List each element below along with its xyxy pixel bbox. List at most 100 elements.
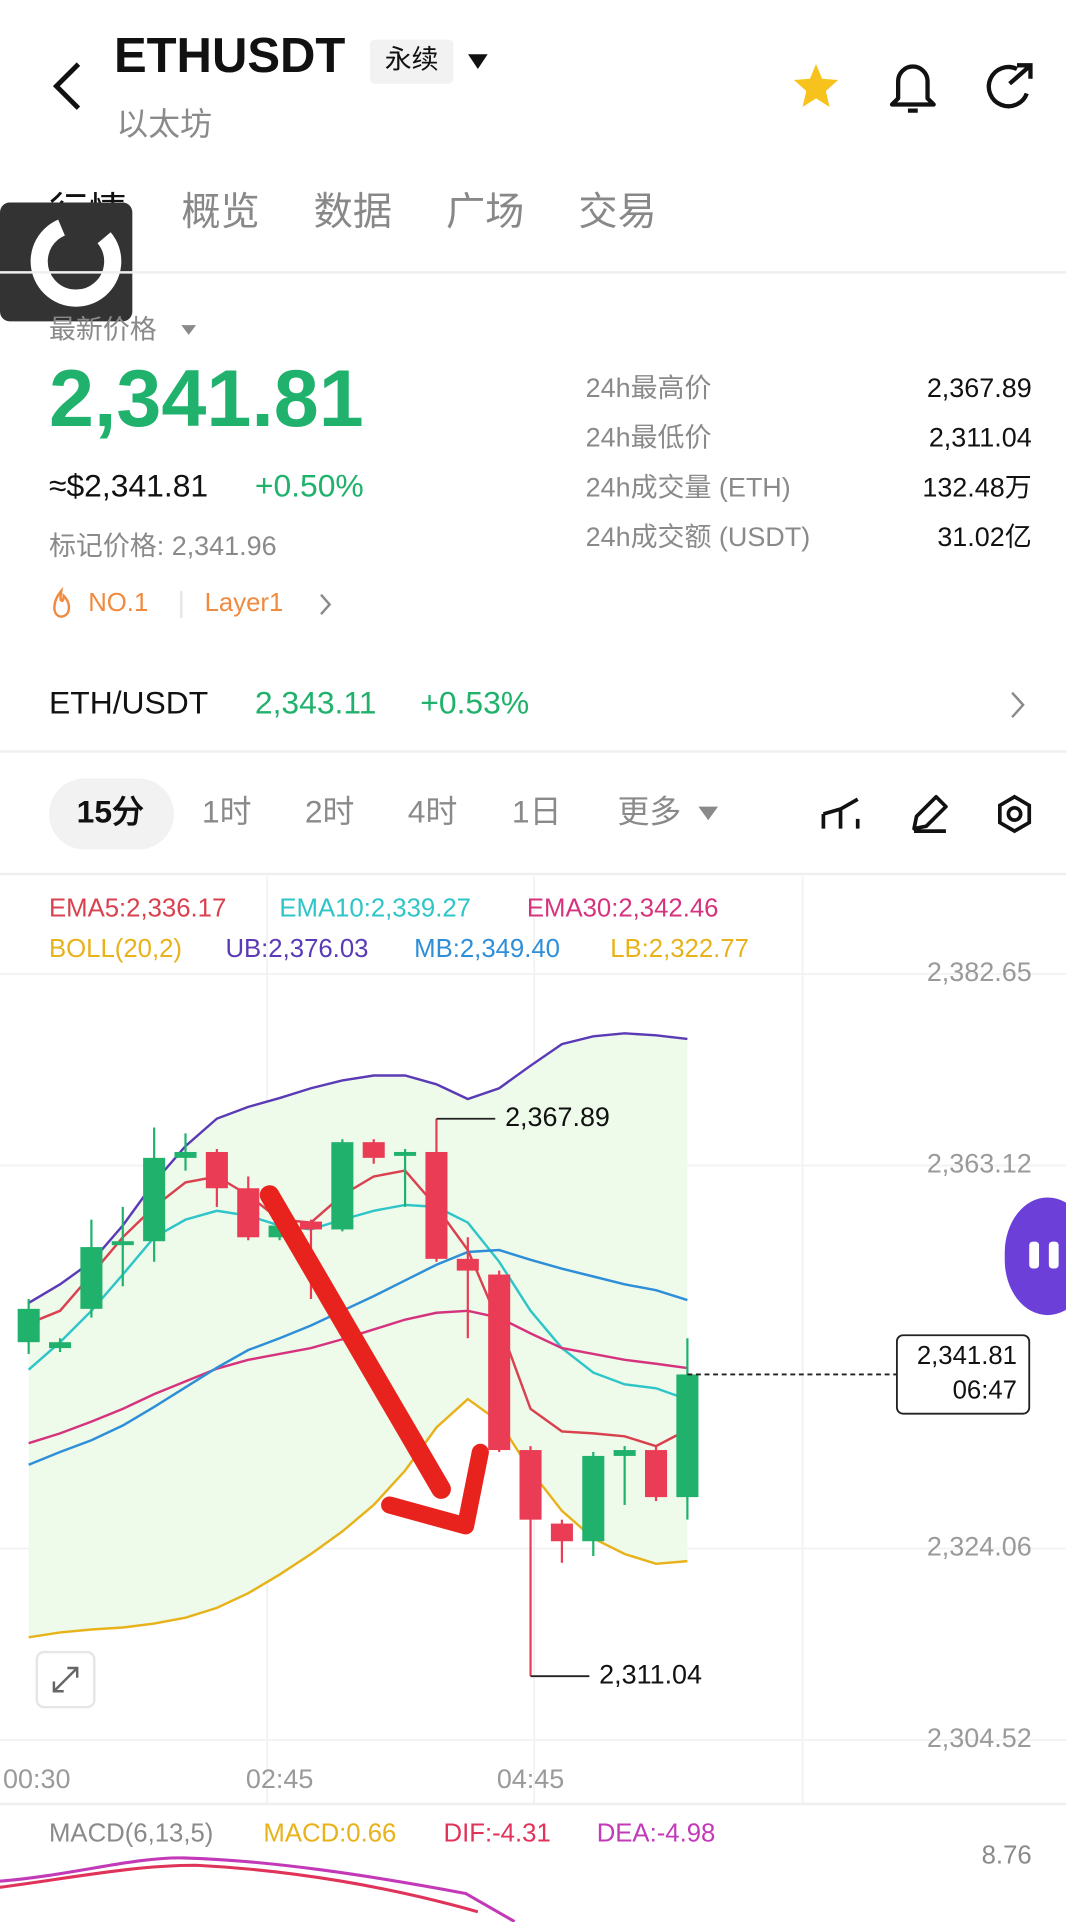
macd-title: MACD(6,13,5) — [49, 1819, 213, 1847]
interval-active[interactable] — [49, 778, 174, 850]
y-tick-label: 2,382.65 — [927, 957, 1032, 987]
candle-body — [519, 1450, 542, 1520]
y-tick-label: 2,304.52 — [927, 1723, 1032, 1753]
legend-entry: BOLL(20,2) — [49, 935, 182, 963]
candle-body — [425, 1151, 448, 1259]
interval[interactable]: 2时 — [305, 793, 355, 829]
hot-icon — [53, 586, 71, 618]
mark-price: 标记价格: 2,341.96 — [49, 531, 277, 561]
draw-button[interactable] — [912, 794, 948, 833]
tab[interactable]: 广场 — [446, 191, 524, 234]
dea-value: DEA:-4.98 — [597, 1819, 716, 1847]
macd-value: MACD:0.66 — [263, 1819, 396, 1847]
legend-entry: EMA30:2,342.46 — [527, 894, 719, 922]
dropdown-icon[interactable] — [468, 54, 488, 69]
candle-body — [488, 1274, 511, 1451]
candle-body — [17, 1308, 40, 1343]
floating-icon — [1048, 1241, 1059, 1269]
symbol: ETHUSDT — [114, 29, 345, 83]
indicator-line — [28, 1248, 688, 1466]
contract-type: 永续 — [385, 45, 439, 75]
tab[interactable]: 数据 — [314, 191, 392, 234]
current-price-label: 2,341.81 — [917, 1342, 1017, 1370]
y-tick-label: 2,363.12 — [927, 1149, 1032, 1179]
tab[interactable]: 概览 — [181, 191, 259, 234]
dropdown-icon[interactable] — [698, 806, 719, 821]
stat-label: 24h成交量 (ETH) — [586, 472, 791, 502]
dif-value: DIF:-4.31 — [444, 1819, 551, 1847]
tab[interactable]: 交易 — [578, 191, 656, 234]
price-label: 最新价格 — [49, 314, 157, 344]
y-tick-label: 2,324.06 — [927, 1532, 1032, 1562]
alert-bell[interactable] — [889, 64, 936, 113]
chevron[interactable] — [320, 593, 332, 616]
candle-body — [394, 1151, 417, 1156]
back-button[interactable] — [52, 62, 81, 110]
stat-value: 132.48万 — [922, 472, 1031, 502]
candle-body — [362, 1142, 385, 1158]
rank-tag[interactable]: NO.1 — [88, 589, 148, 617]
indicator-button[interactable] — [821, 797, 860, 829]
interval[interactable]: 1日 — [512, 793, 562, 829]
spot-price: 2,343.11 — [255, 684, 377, 720]
candle-body — [456, 1258, 479, 1271]
candle-body — [80, 1247, 103, 1309]
contract-badge[interactable] — [370, 39, 454, 84]
interval[interactable]: 4时 — [408, 793, 458, 829]
countdown-label: 06:47 — [953, 1376, 1017, 1404]
x-tick-label: 04:45 — [497, 1764, 564, 1794]
candle-body — [550, 1523, 573, 1542]
tab-bar: 行情概览数据广场交易 — [49, 191, 657, 234]
indicator-line — [28, 1032, 688, 1305]
candle-body — [237, 1188, 260, 1238]
drawn-arrow-head — [381, 1443, 489, 1535]
settings-button[interactable] — [1006, 806, 1023, 822]
candle-body — [582, 1455, 605, 1542]
candle-body — [205, 1151, 228, 1189]
sector-tag[interactable]: Layer1 — [205, 589, 284, 617]
expand-icon — [52, 1666, 79, 1693]
favorite-star[interactable] — [793, 64, 839, 107]
stat-label: 24h最高价 — [586, 373, 712, 403]
stat-label: 24h成交额 (USDT) — [586, 522, 811, 552]
spot-pair[interactable]: ETH/USDT — [49, 684, 208, 720]
interval-bar: 15分 1时 2时 4时 1日 更多 — [77, 793, 682, 829]
floating-icon — [1029, 1241, 1040, 1269]
candle-body — [143, 1157, 166, 1242]
interval[interactable]: 更多 — [618, 793, 682, 829]
legend-entry: EMA10:2,339.27 — [279, 894, 471, 922]
interval[interactable]: 1时 — [202, 793, 252, 829]
current-price-box — [895, 1334, 1031, 1415]
dropdown-icon[interactable] — [181, 325, 197, 335]
candle-body — [49, 1342, 72, 1349]
indicator-line — [27, 1203, 688, 1401]
stat-label: 24h最低价 — [586, 423, 712, 453]
candle-body — [676, 1374, 699, 1498]
price-change: +0.50% — [255, 467, 364, 503]
drawn-arrow — [259, 1185, 451, 1499]
annotation-label: 2,311.04 — [599, 1659, 702, 1689]
stat-value: 2,311.04 — [929, 423, 1032, 453]
candle-body — [644, 1450, 668, 1498]
chevron[interactable] — [1011, 691, 1025, 718]
stat-value: 31.02亿 — [937, 522, 1031, 552]
macd-line — [0, 1863, 479, 1914]
indicator-line — [28, 1397, 688, 1639]
stat-value: 2,367.89 — [927, 373, 1032, 403]
asset-name: 以太坊 — [116, 106, 212, 142]
legend-entry: EMA5:2,336.17 — [49, 894, 226, 922]
kline-chart: 2,304.52 2,324.06 2,363.12 2,382.65 00:30 02:… — [0, 876, 1066, 1804]
candle-body — [613, 1450, 636, 1456]
stats: 24h最高价 2,367.89 24h最低价 2,311.04 24h成交量 (ETH)… — [586, 373, 1032, 552]
annotation-label: 2,367.89 — [505, 1102, 610, 1132]
settings-button[interactable] — [997, 794, 1032, 834]
spot-change: +0.53% — [420, 684, 529, 720]
indicator-line — [28, 1169, 688, 1448]
macd-line — [0, 1856, 516, 1922]
interval[interactable]: 15分 — [77, 793, 144, 829]
share-button[interactable] — [986, 63, 1033, 109]
usd-price: ≈$2,341.81 — [49, 467, 208, 503]
x-tick-label: 00:30 — [3, 1764, 70, 1794]
